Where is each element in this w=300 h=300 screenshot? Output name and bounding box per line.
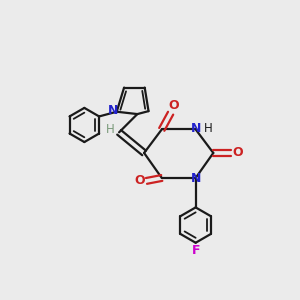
Text: N: N [191, 122, 202, 135]
Text: H: H [106, 124, 115, 136]
Text: O: O [168, 99, 179, 112]
Text: O: O [232, 146, 243, 159]
Text: F: F [191, 244, 200, 256]
Text: N: N [108, 104, 118, 117]
Text: O: O [135, 174, 145, 188]
Text: H: H [204, 122, 212, 135]
Text: N: N [191, 172, 202, 185]
